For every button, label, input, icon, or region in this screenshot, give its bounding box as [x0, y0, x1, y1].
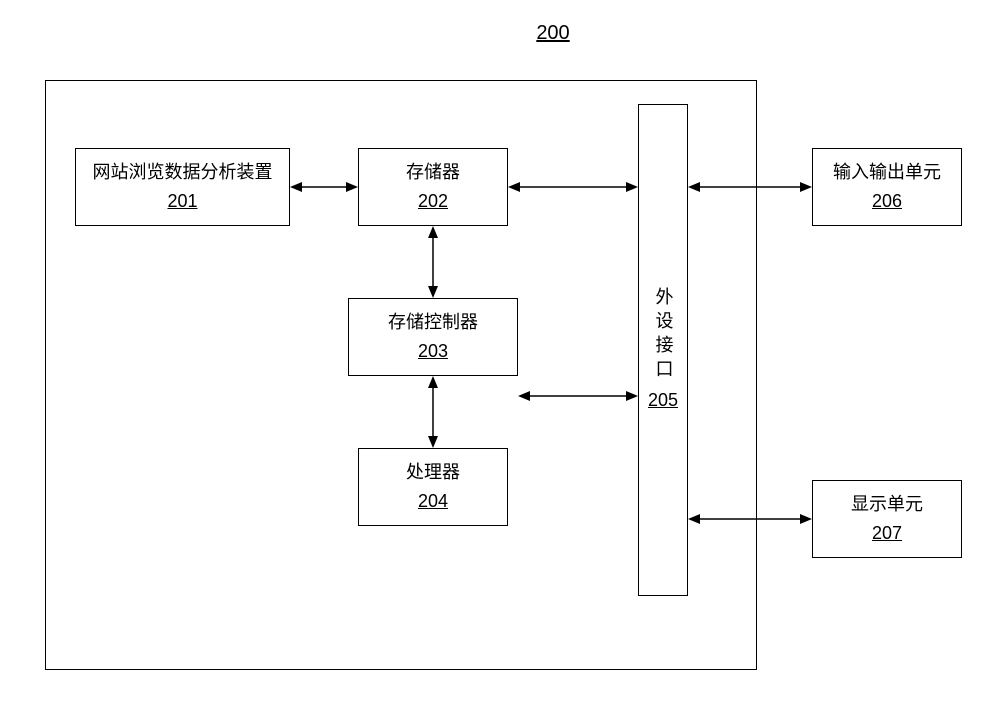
- arrowhead: [688, 182, 700, 192]
- arrowhead: [626, 182, 638, 192]
- arrowhead: [518, 391, 530, 401]
- arrowhead: [626, 391, 638, 401]
- arrowhead: [800, 182, 812, 192]
- arrowhead: [428, 376, 438, 388]
- arrowhead: [508, 182, 520, 192]
- arrowhead: [428, 286, 438, 298]
- arrowhead: [688, 514, 700, 524]
- diagram-canvas: 200 网站浏览数据分析装置201存储器202存储控制器203处理器204外设接…: [0, 0, 1000, 714]
- arrowhead: [346, 182, 358, 192]
- arrowhead: [428, 226, 438, 238]
- arrowhead: [290, 182, 302, 192]
- edges-layer: [0, 0, 1000, 714]
- arrowhead: [800, 514, 812, 524]
- arrowhead: [428, 436, 438, 448]
